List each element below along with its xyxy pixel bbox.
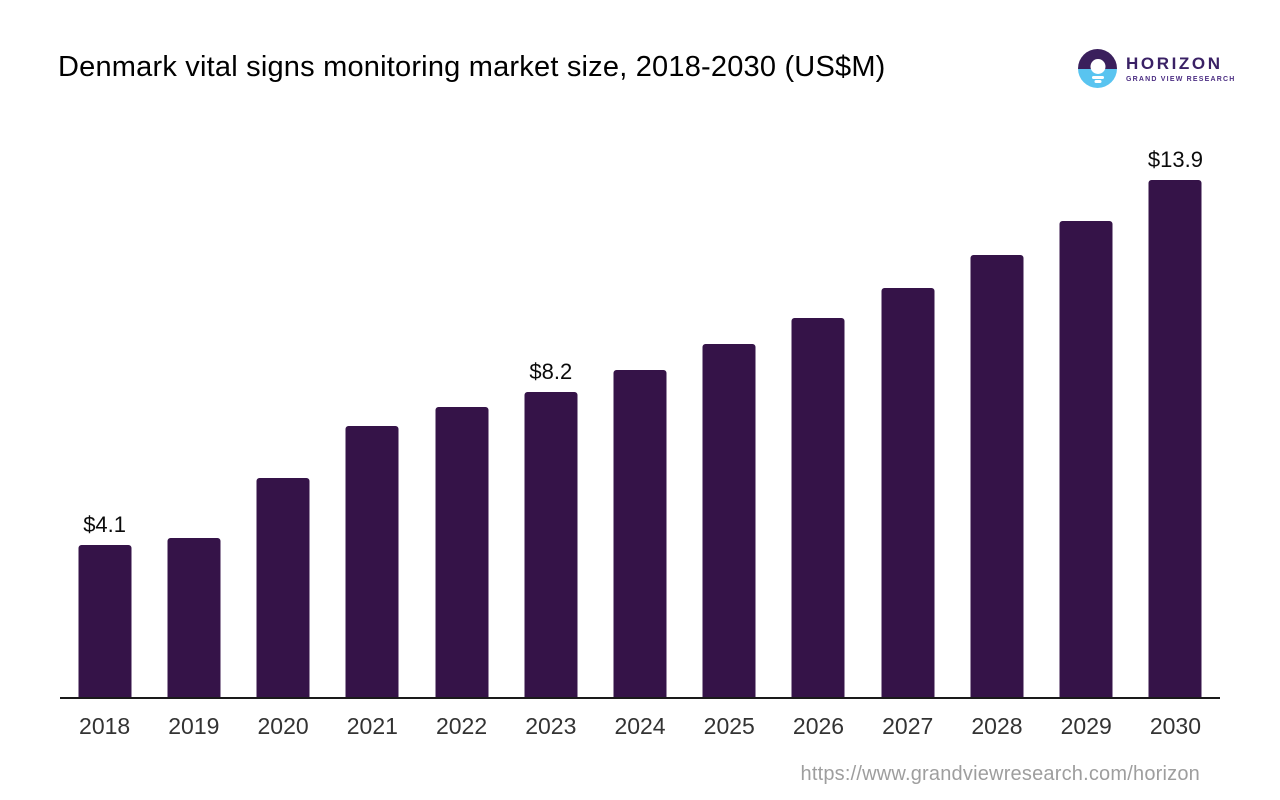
bar-value-label-2018: $4.1	[83, 512, 127, 537]
bar-2030	[1148, 180, 1202, 698]
bar-2024	[613, 370, 667, 698]
x-tick-2028: 2028	[971, 713, 1023, 739]
bar-slot-2029	[1042, 158, 1131, 698]
bar-slot-2024	[595, 158, 684, 698]
logo-text: HORIZON GRAND VIEW RESEARCH	[1126, 55, 1236, 83]
bar-2026	[791, 318, 845, 698]
x-tick-2030: 2030	[1149, 713, 1202, 739]
logo-brand-name: HORIZON	[1126, 53, 1223, 73]
bar-slot-2020	[238, 158, 327, 698]
logo-reflection-dash	[1094, 80, 1101, 83]
x-tick-2026: 2026	[792, 713, 845, 739]
x-tick-2027: 2027	[882, 713, 934, 739]
bar-slot-2019	[149, 158, 238, 698]
chart-title: Denmark vital signs monitoring market si…	[58, 51, 886, 83]
x-tick-2019: 2019	[168, 713, 220, 739]
bar-2027	[881, 288, 935, 698]
source-url: https://www.grandviewresearch.com/horizo…	[800, 763, 1200, 785]
bar-2020	[256, 478, 310, 698]
logo-sky-half	[1078, 49, 1117, 69]
x-tick-2022: 2022	[435, 713, 488, 739]
x-tick-2020: 2020	[257, 713, 309, 739]
x-tick-2023: 2023	[525, 713, 577, 739]
horizon-logo-icon	[1078, 49, 1117, 88]
bar-2028	[970, 255, 1024, 698]
bar-2021	[345, 426, 399, 698]
x-axis-line	[60, 697, 1220, 699]
logo-brand-subtitle: GRAND VIEW RESEARCH	[1126, 75, 1236, 83]
bar-slot-2023: $8.2	[506, 158, 595, 698]
bar-slot-2018: $4.1	[60, 158, 149, 698]
bar-2025	[702, 344, 756, 698]
bar-slot-2025	[685, 158, 774, 698]
bar-slot-2030: $13.9	[1131, 147, 1220, 698]
x-tick-2021: 2021	[346, 713, 398, 739]
bar-slot-2027	[863, 158, 952, 698]
horizon-logo: HORIZON GRAND VIEW RESEARCH	[1078, 49, 1236, 88]
logo-sun-icon	[1090, 59, 1105, 74]
bar-slot-2022	[417, 158, 506, 698]
x-tick-2025: 2025	[703, 713, 755, 739]
bar-plot-area: $4.1 $8.2 $13.9	[60, 147, 1220, 698]
x-tick-2029: 2029	[1060, 713, 1112, 739]
bar-value-label-2030: $13.9	[1147, 147, 1203, 172]
bar-2019	[167, 538, 221, 698]
x-tick-2018: 2018	[79, 713, 131, 739]
bar-slot-2026	[774, 158, 863, 698]
bar-2029	[1059, 221, 1113, 698]
logo-reflection-dash	[1091, 76, 1104, 79]
x-tick-2024: 2024	[614, 713, 666, 739]
x-axis-tick-labels: 2018 2019 2020 2021 2022 2023 2024 2025 2026 2027…	[60, 713, 1220, 740]
bar-slot-2028	[952, 158, 1041, 698]
bar-2022	[435, 407, 489, 698]
bar-slot-2021	[328, 158, 417, 698]
bar-2023	[524, 392, 578, 698]
bar-series: $4.1 $8.2 $13.9	[60, 147, 1220, 698]
bar-value-label-2023: $8.2	[529, 359, 573, 384]
bar-2018	[78, 545, 132, 698]
